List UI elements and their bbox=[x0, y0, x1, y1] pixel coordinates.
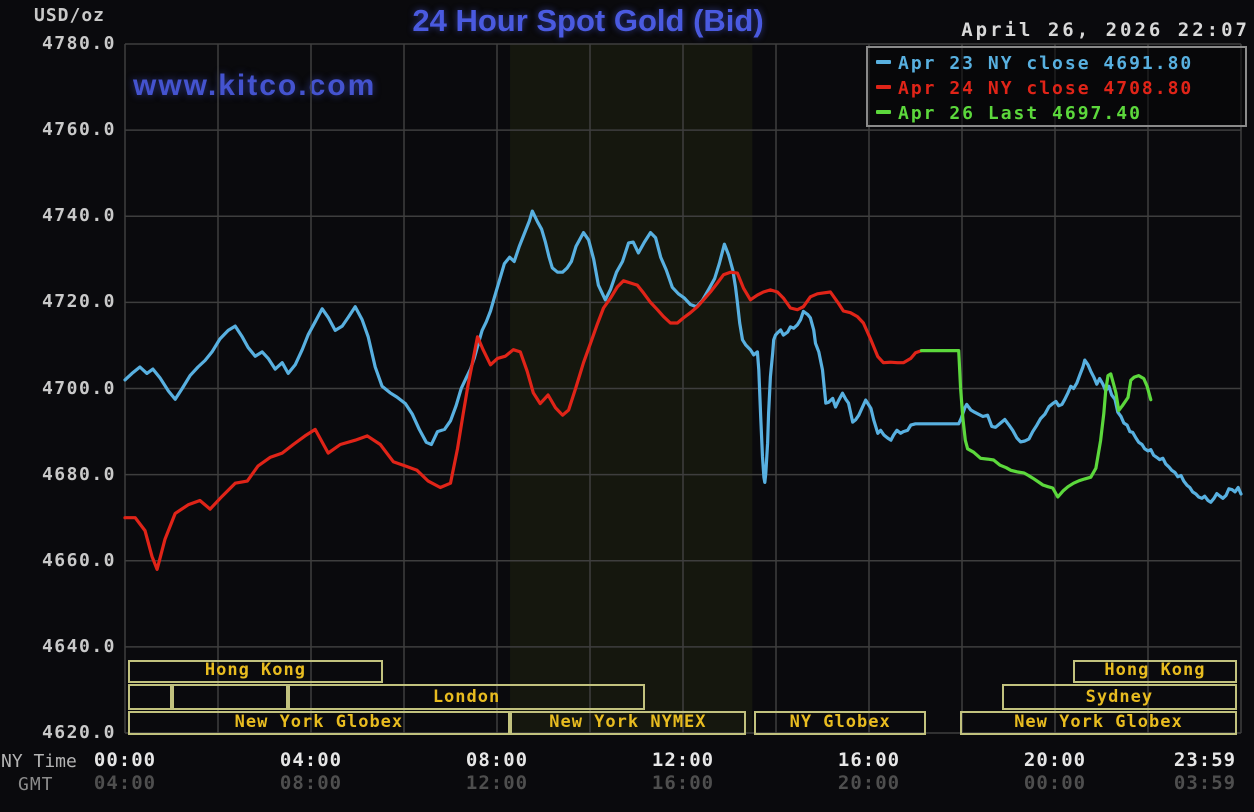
y-tick-label: 4660.0 bbox=[41, 549, 116, 571]
y-tick-label: 4620.0 bbox=[41, 722, 116, 743]
session-label: Sydney bbox=[1085, 687, 1154, 707]
session-label: London bbox=[432, 687, 501, 707]
session-box-new-york-globex: New York Globex bbox=[127, 711, 510, 735]
gmt-axis-label: GMT bbox=[18, 774, 54, 795]
timestamp: April 26, 2026 22:07 bbox=[961, 19, 1250, 41]
price-series-apr23 bbox=[123, 209, 1243, 504]
gmt-time-tick: 04:00 bbox=[93, 772, 157, 794]
y-tick-label: 4780.0 bbox=[41, 33, 116, 54]
y-tick-label: 4720.0 bbox=[41, 291, 116, 313]
price-series-apr26 bbox=[919, 349, 1153, 499]
y-tick-label: 4740.0 bbox=[41, 205, 116, 227]
gmt-time-tick: 00:00 bbox=[1023, 772, 1087, 794]
ny-time-axis-label: NY Time bbox=[1, 751, 77, 772]
legend-item-apr26: Apr 26 Last 4697.40 bbox=[876, 101, 1245, 126]
legend-label: Apr 24 NY close 4708.80 bbox=[898, 78, 1194, 99]
ny-time-tick: 00:00 bbox=[93, 749, 157, 771]
session-label: NY Globex bbox=[789, 712, 891, 732]
gmt-time-tick: 16:00 bbox=[651, 772, 715, 794]
legend-item-apr24: Apr 24 NY close 4708.80 bbox=[876, 76, 1245, 101]
ny-time-tick: 12:00 bbox=[651, 749, 715, 771]
session-label: New York Globex bbox=[1014, 712, 1183, 732]
price-series-apr24 bbox=[123, 270, 924, 572]
session-box-unlabeled bbox=[171, 684, 289, 710]
session-label: Hong Kong bbox=[1104, 660, 1206, 680]
legend-label: Apr 26 Last 4697.40 bbox=[898, 103, 1142, 124]
legend-dash-icon bbox=[876, 60, 891, 64]
session-box-sydney: Sydney bbox=[1001, 684, 1237, 710]
legend-label: Apr 23 NY close 4691.80 bbox=[898, 53, 1194, 74]
ny-time-tick: 23:59 bbox=[1173, 749, 1237, 771]
y-axis-units-label: USD/oz bbox=[34, 5, 106, 26]
gmt-time-tick: 12:00 bbox=[465, 772, 529, 794]
session-box-hong-kong: Hong Kong bbox=[127, 660, 384, 683]
gmt-time-tick: 20:00 bbox=[837, 772, 901, 794]
y-tick-label: 4760.0 bbox=[41, 119, 116, 141]
legend-dash-icon bbox=[876, 85, 891, 89]
legend-box: Apr 23 NY close 4691.80 Apr 24 NY close … bbox=[866, 46, 1247, 127]
session-box-ny-globex: NY Globex bbox=[754, 711, 927, 735]
y-tick-label: 4700.0 bbox=[41, 377, 116, 399]
kitco-watermark-link[interactable]: www.kitco.com bbox=[133, 69, 377, 102]
legend-item-apr23: Apr 23 NY close 4691.80 bbox=[876, 51, 1245, 76]
y-tick-label: 4680.0 bbox=[41, 463, 116, 485]
legend-dash-icon bbox=[876, 110, 891, 114]
ny-time-tick: 04:00 bbox=[279, 749, 343, 771]
y-tick-label: 4640.0 bbox=[41, 635, 116, 657]
session-label: New York Globex bbox=[234, 712, 404, 732]
ny-time-tick: 08:00 bbox=[465, 749, 529, 771]
gmt-time-tick: 03:59 bbox=[1173, 772, 1237, 794]
gmt-time-tick: 08:00 bbox=[279, 772, 343, 794]
session-label: New York NYMEX bbox=[549, 712, 707, 732]
page-title: 24 Hour Spot Gold (Bid) bbox=[412, 3, 764, 38]
session-box-unlabeled bbox=[127, 684, 172, 710]
session-box-london: London bbox=[288, 684, 645, 710]
session-box-new-york-nymex: New York NYMEX bbox=[510, 711, 746, 735]
ny-time-tick: 20:00 bbox=[1023, 749, 1087, 771]
session-label: Hong Kong bbox=[204, 660, 306, 680]
session-box-new-york-globex: New York Globex bbox=[960, 711, 1237, 735]
ny-time-tick: 16:00 bbox=[837, 749, 901, 771]
session-box-hong-kong: Hong Kong bbox=[1073, 660, 1237, 683]
